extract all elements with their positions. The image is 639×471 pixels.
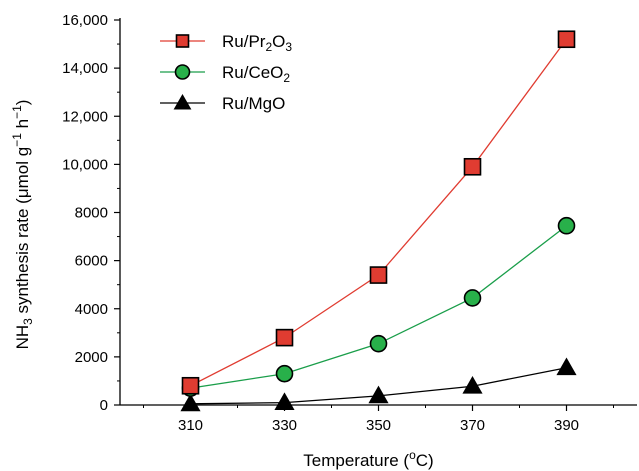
legend-marker bbox=[174, 64, 191, 80]
x-tick-label: 370 bbox=[460, 417, 485, 434]
series-ru-mgo bbox=[180, 357, 577, 412]
y-tick-label: 8000 bbox=[75, 205, 108, 222]
data-point bbox=[557, 30, 576, 49]
y-axis-title: NH3 synthesis rate (μmol g−1 h−1) bbox=[10, 100, 35, 350]
data-point bbox=[557, 216, 576, 235]
data-point bbox=[463, 157, 482, 176]
legend-marker bbox=[175, 34, 190, 48]
y-tick-label: 10,000 bbox=[62, 156, 108, 173]
y-tick-label: 4000 bbox=[75, 301, 108, 318]
y-tick-label: 2000 bbox=[75, 349, 108, 366]
data-point bbox=[369, 266, 388, 284]
series-ru-ceo2 bbox=[181, 216, 576, 397]
series-line bbox=[190, 225, 567, 389]
series-line bbox=[190, 38, 568, 387]
axes: 0 2000 4000 6000 8000 10,000 12,000 14,000 16,00… bbox=[62, 12, 637, 434]
x-tick-label: 350 bbox=[366, 417, 391, 434]
legend-item: Ru/MgO bbox=[160, 93, 285, 113]
data-point bbox=[368, 385, 389, 404]
data-point bbox=[369, 334, 388, 353]
legend-item: Ru/CeO2 bbox=[160, 63, 290, 85]
data-point bbox=[556, 357, 577, 376]
y-tick-label: 0 bbox=[100, 397, 108, 414]
y-tick-label: 16,000 bbox=[62, 12, 108, 29]
legend-label: Ru/CeO2 bbox=[222, 63, 290, 85]
data-point bbox=[463, 289, 482, 307]
x-tick-label: 310 bbox=[178, 417, 203, 434]
data-point bbox=[274, 392, 295, 410]
x-tick-label: 330 bbox=[272, 417, 297, 434]
x-axis-title: Temperature (oC) bbox=[303, 448, 433, 470]
y-tick-label: 14,000 bbox=[62, 60, 108, 77]
legend-marker bbox=[173, 93, 192, 110]
data-point bbox=[275, 364, 294, 383]
data-point bbox=[275, 328, 294, 347]
data-point bbox=[180, 393, 201, 412]
legend-item: Ru/Pr2O3 bbox=[160, 32, 292, 54]
data-point bbox=[462, 376, 483, 394]
data-point bbox=[181, 376, 200, 395]
x-tick-label: 390 bbox=[554, 417, 579, 434]
y-tick-label: 12,000 bbox=[62, 108, 108, 125]
series-ru-pr2o3 bbox=[181, 30, 576, 395]
series-layer bbox=[180, 30, 577, 412]
legend: Ru/Pr2O3 Ru/CeO2 Ru/MgO bbox=[160, 32, 292, 113]
legend-label: Ru/Pr2O3 bbox=[222, 32, 292, 54]
y-tick-label: 6000 bbox=[75, 253, 108, 270]
legend-label: Ru/MgO bbox=[222, 94, 285, 113]
